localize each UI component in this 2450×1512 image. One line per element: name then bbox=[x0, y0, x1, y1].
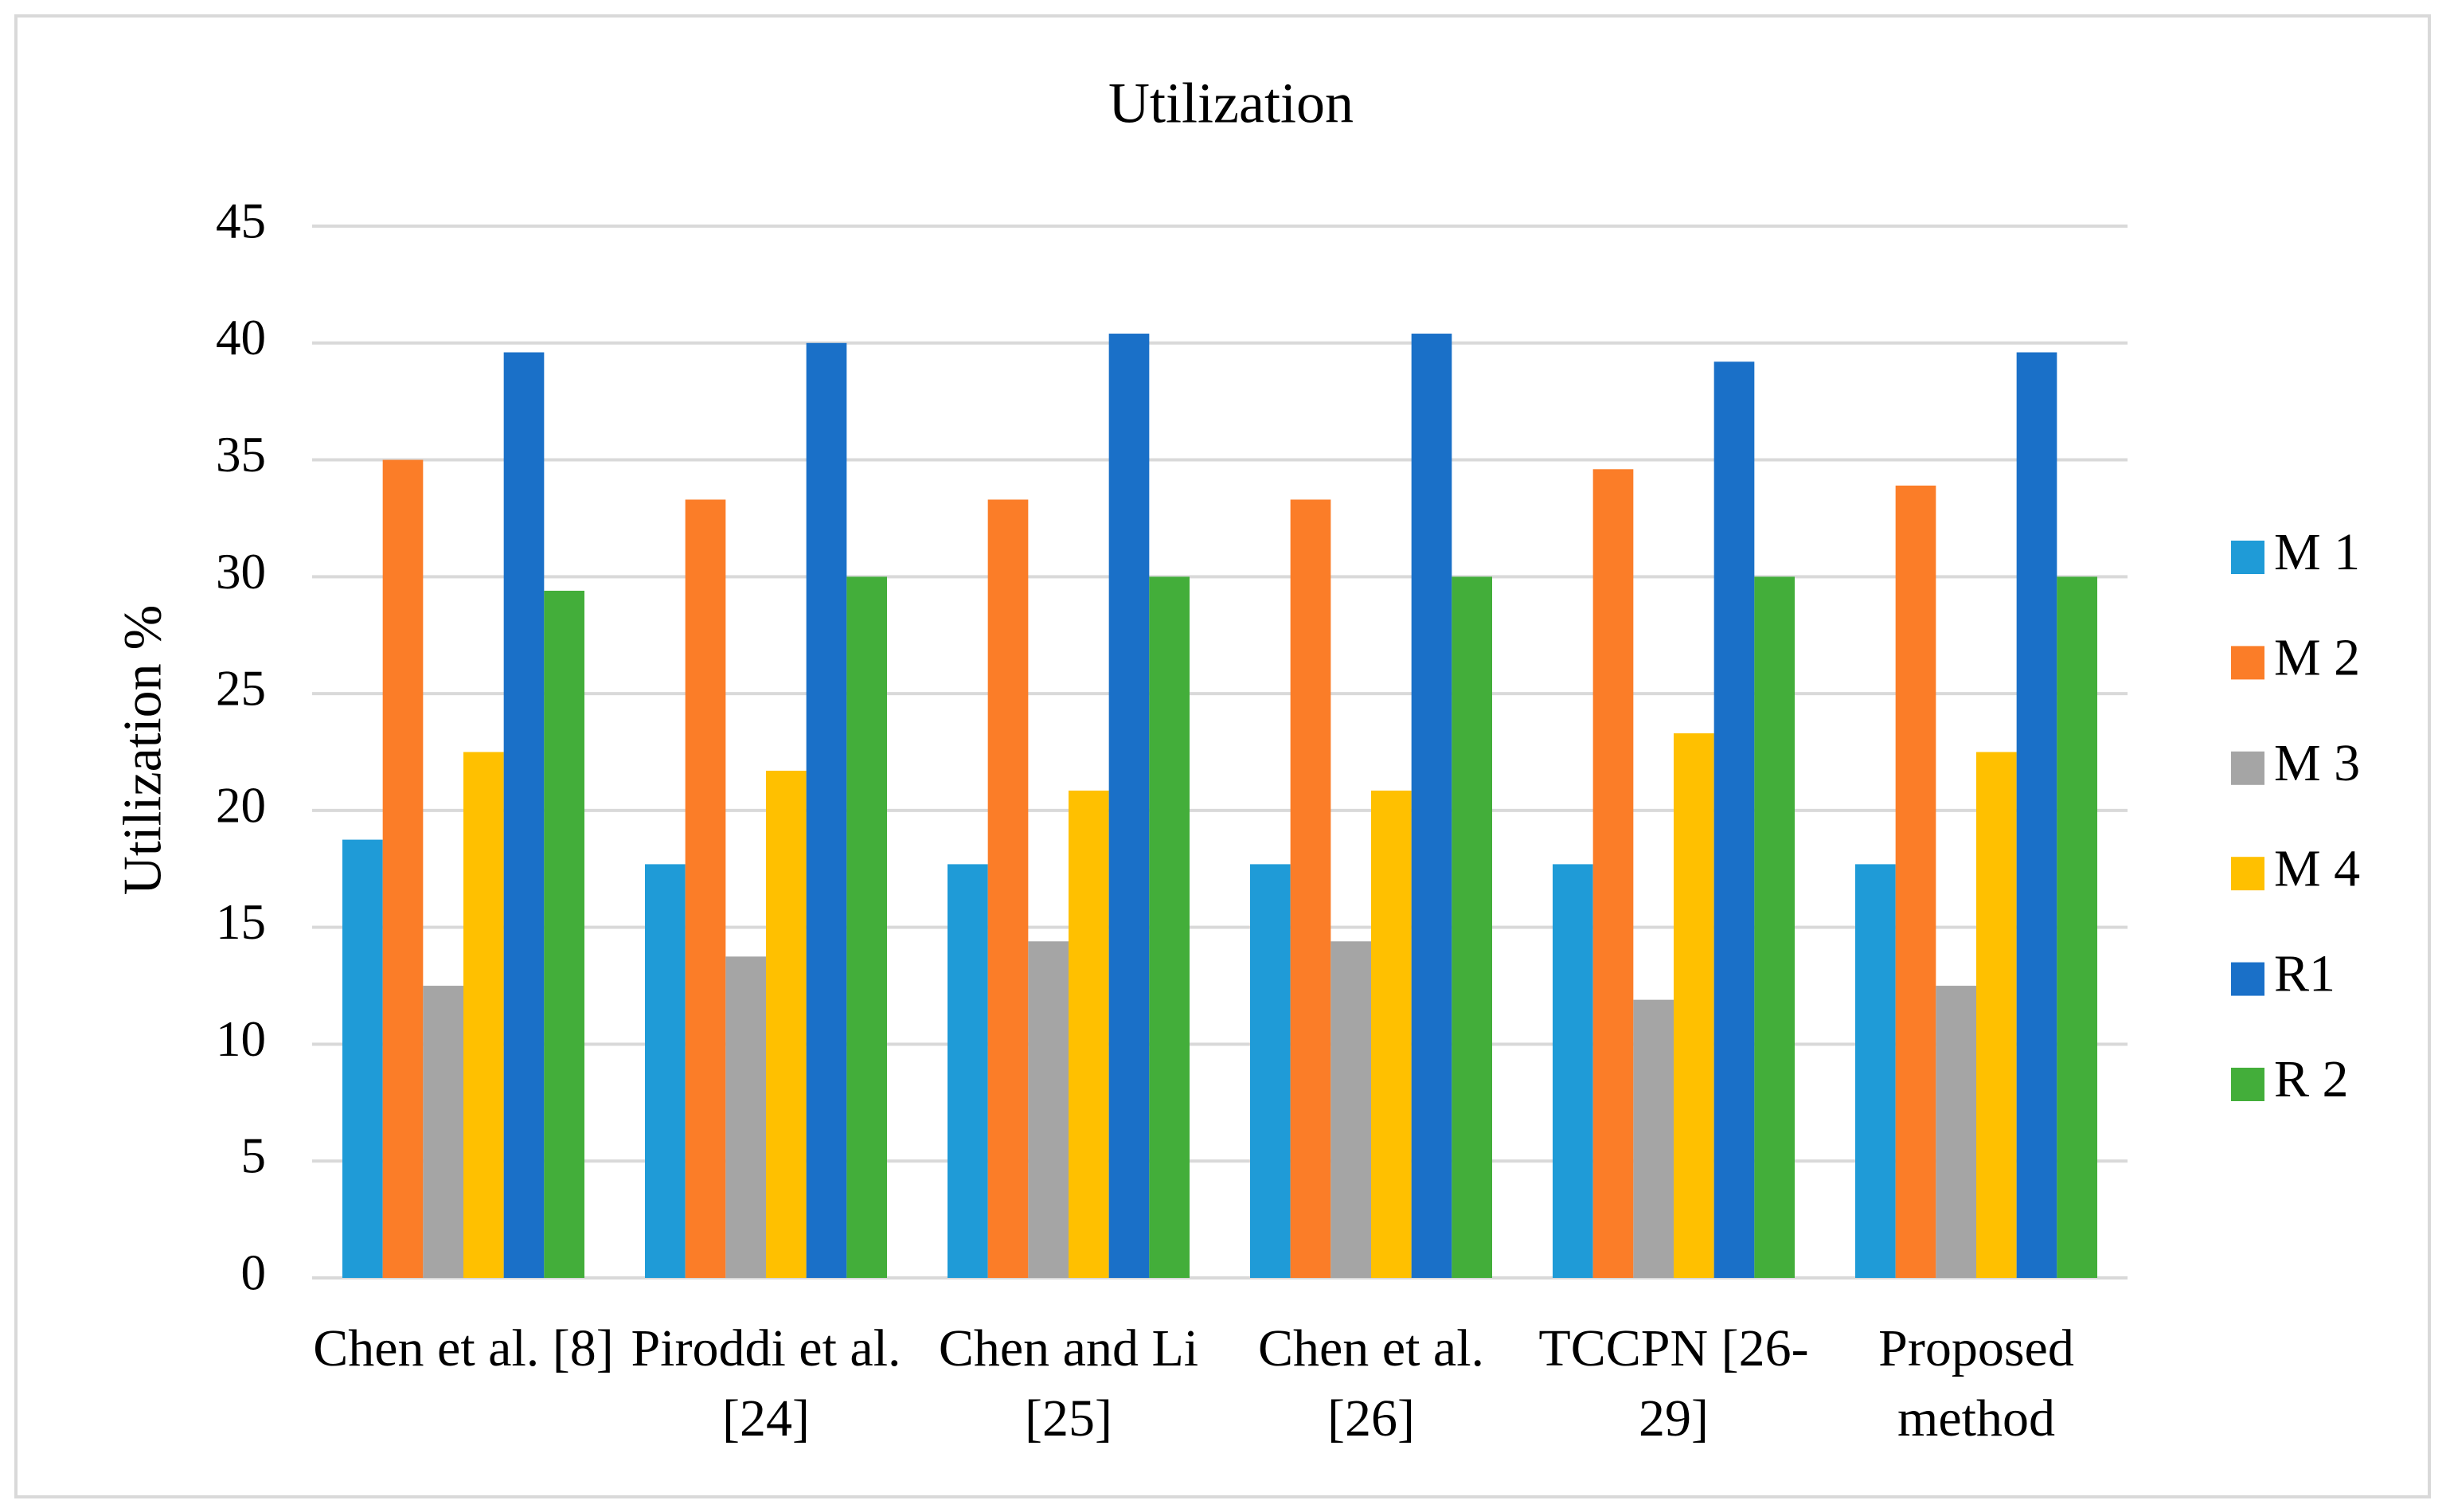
legend-label: M 1 bbox=[2274, 523, 2360, 581]
bar bbox=[1754, 576, 1795, 1278]
bar bbox=[1452, 576, 1492, 1278]
y-axis-label: Utilization % bbox=[112, 605, 173, 895]
bar bbox=[2016, 352, 2057, 1278]
bar bbox=[766, 770, 807, 1278]
legend-label: M 3 bbox=[2274, 734, 2360, 792]
bar bbox=[1713, 361, 1755, 1278]
legend-label: M 2 bbox=[2274, 629, 2360, 687]
bar bbox=[806, 342, 847, 1278]
bar bbox=[382, 459, 424, 1278]
legend-swatch bbox=[2231, 857, 2264, 891]
bar bbox=[1371, 790, 1412, 1278]
legend-swatch bbox=[2231, 1068, 2264, 1101]
legend-label: R1 bbox=[2274, 945, 2335, 1003]
y-tick-label: 45 bbox=[216, 193, 266, 248]
x-tick-label: Chen et al. [8] bbox=[313, 1319, 614, 1377]
bar bbox=[463, 752, 504, 1278]
legend-label: R 2 bbox=[2274, 1050, 2349, 1108]
y-tick-label: 40 bbox=[216, 310, 266, 365]
bar bbox=[1936, 986, 1976, 1278]
bar bbox=[1290, 499, 1331, 1278]
bar bbox=[685, 499, 726, 1278]
bar bbox=[503, 352, 545, 1278]
bar bbox=[645, 864, 686, 1278]
bar bbox=[1674, 733, 1714, 1278]
bar bbox=[1855, 864, 1896, 1278]
bar bbox=[2057, 576, 2097, 1278]
bar bbox=[948, 864, 988, 1278]
y-tick-label: 25 bbox=[216, 661, 266, 717]
x-tick-label: Chen and Li [25] bbox=[938, 1319, 1199, 1448]
bar bbox=[1149, 576, 1190, 1278]
bar bbox=[725, 956, 766, 1278]
bar bbox=[1411, 334, 1452, 1279]
x-tick-label: Chen et al. [26] bbox=[1257, 1319, 1485, 1448]
x-tick-label: Proposed method bbox=[1878, 1319, 2074, 1448]
x-tick-label: Piroddi et al. [24] bbox=[631, 1319, 901, 1448]
bar bbox=[342, 839, 383, 1278]
bar bbox=[846, 576, 887, 1278]
legend-swatch bbox=[2231, 646, 2264, 680]
bar bbox=[1592, 469, 1634, 1278]
legend-swatch bbox=[2231, 962, 2264, 996]
bar bbox=[1108, 334, 1150, 1279]
x-tick-label: TCCPN [26-29] bbox=[1538, 1319, 1809, 1448]
y-tick-label: 20 bbox=[216, 777, 266, 833]
bar bbox=[1331, 941, 1371, 1278]
bar bbox=[1895, 485, 1936, 1278]
legend-label: M 4 bbox=[2274, 839, 2360, 897]
bar bbox=[987, 499, 1029, 1278]
bar bbox=[544, 590, 584, 1278]
y-tick-label: 0 bbox=[241, 1244, 267, 1300]
bar bbox=[1633, 999, 1674, 1278]
bar bbox=[1028, 941, 1069, 1278]
y-tick-label: 15 bbox=[216, 894, 266, 950]
bar bbox=[1069, 790, 1109, 1278]
bar bbox=[1553, 864, 1593, 1278]
bar bbox=[423, 986, 463, 1278]
bar bbox=[1250, 864, 1291, 1278]
legend-swatch bbox=[2231, 751, 2264, 785]
chart-title: Utilization bbox=[1108, 72, 1354, 135]
y-tick-label: 5 bbox=[241, 1128, 267, 1184]
bar bbox=[1976, 752, 2017, 1278]
y-tick-label: 30 bbox=[216, 544, 266, 600]
y-tick-label: 10 bbox=[216, 1011, 266, 1067]
legend-swatch bbox=[2231, 541, 2264, 574]
y-tick-label: 35 bbox=[216, 427, 266, 483]
